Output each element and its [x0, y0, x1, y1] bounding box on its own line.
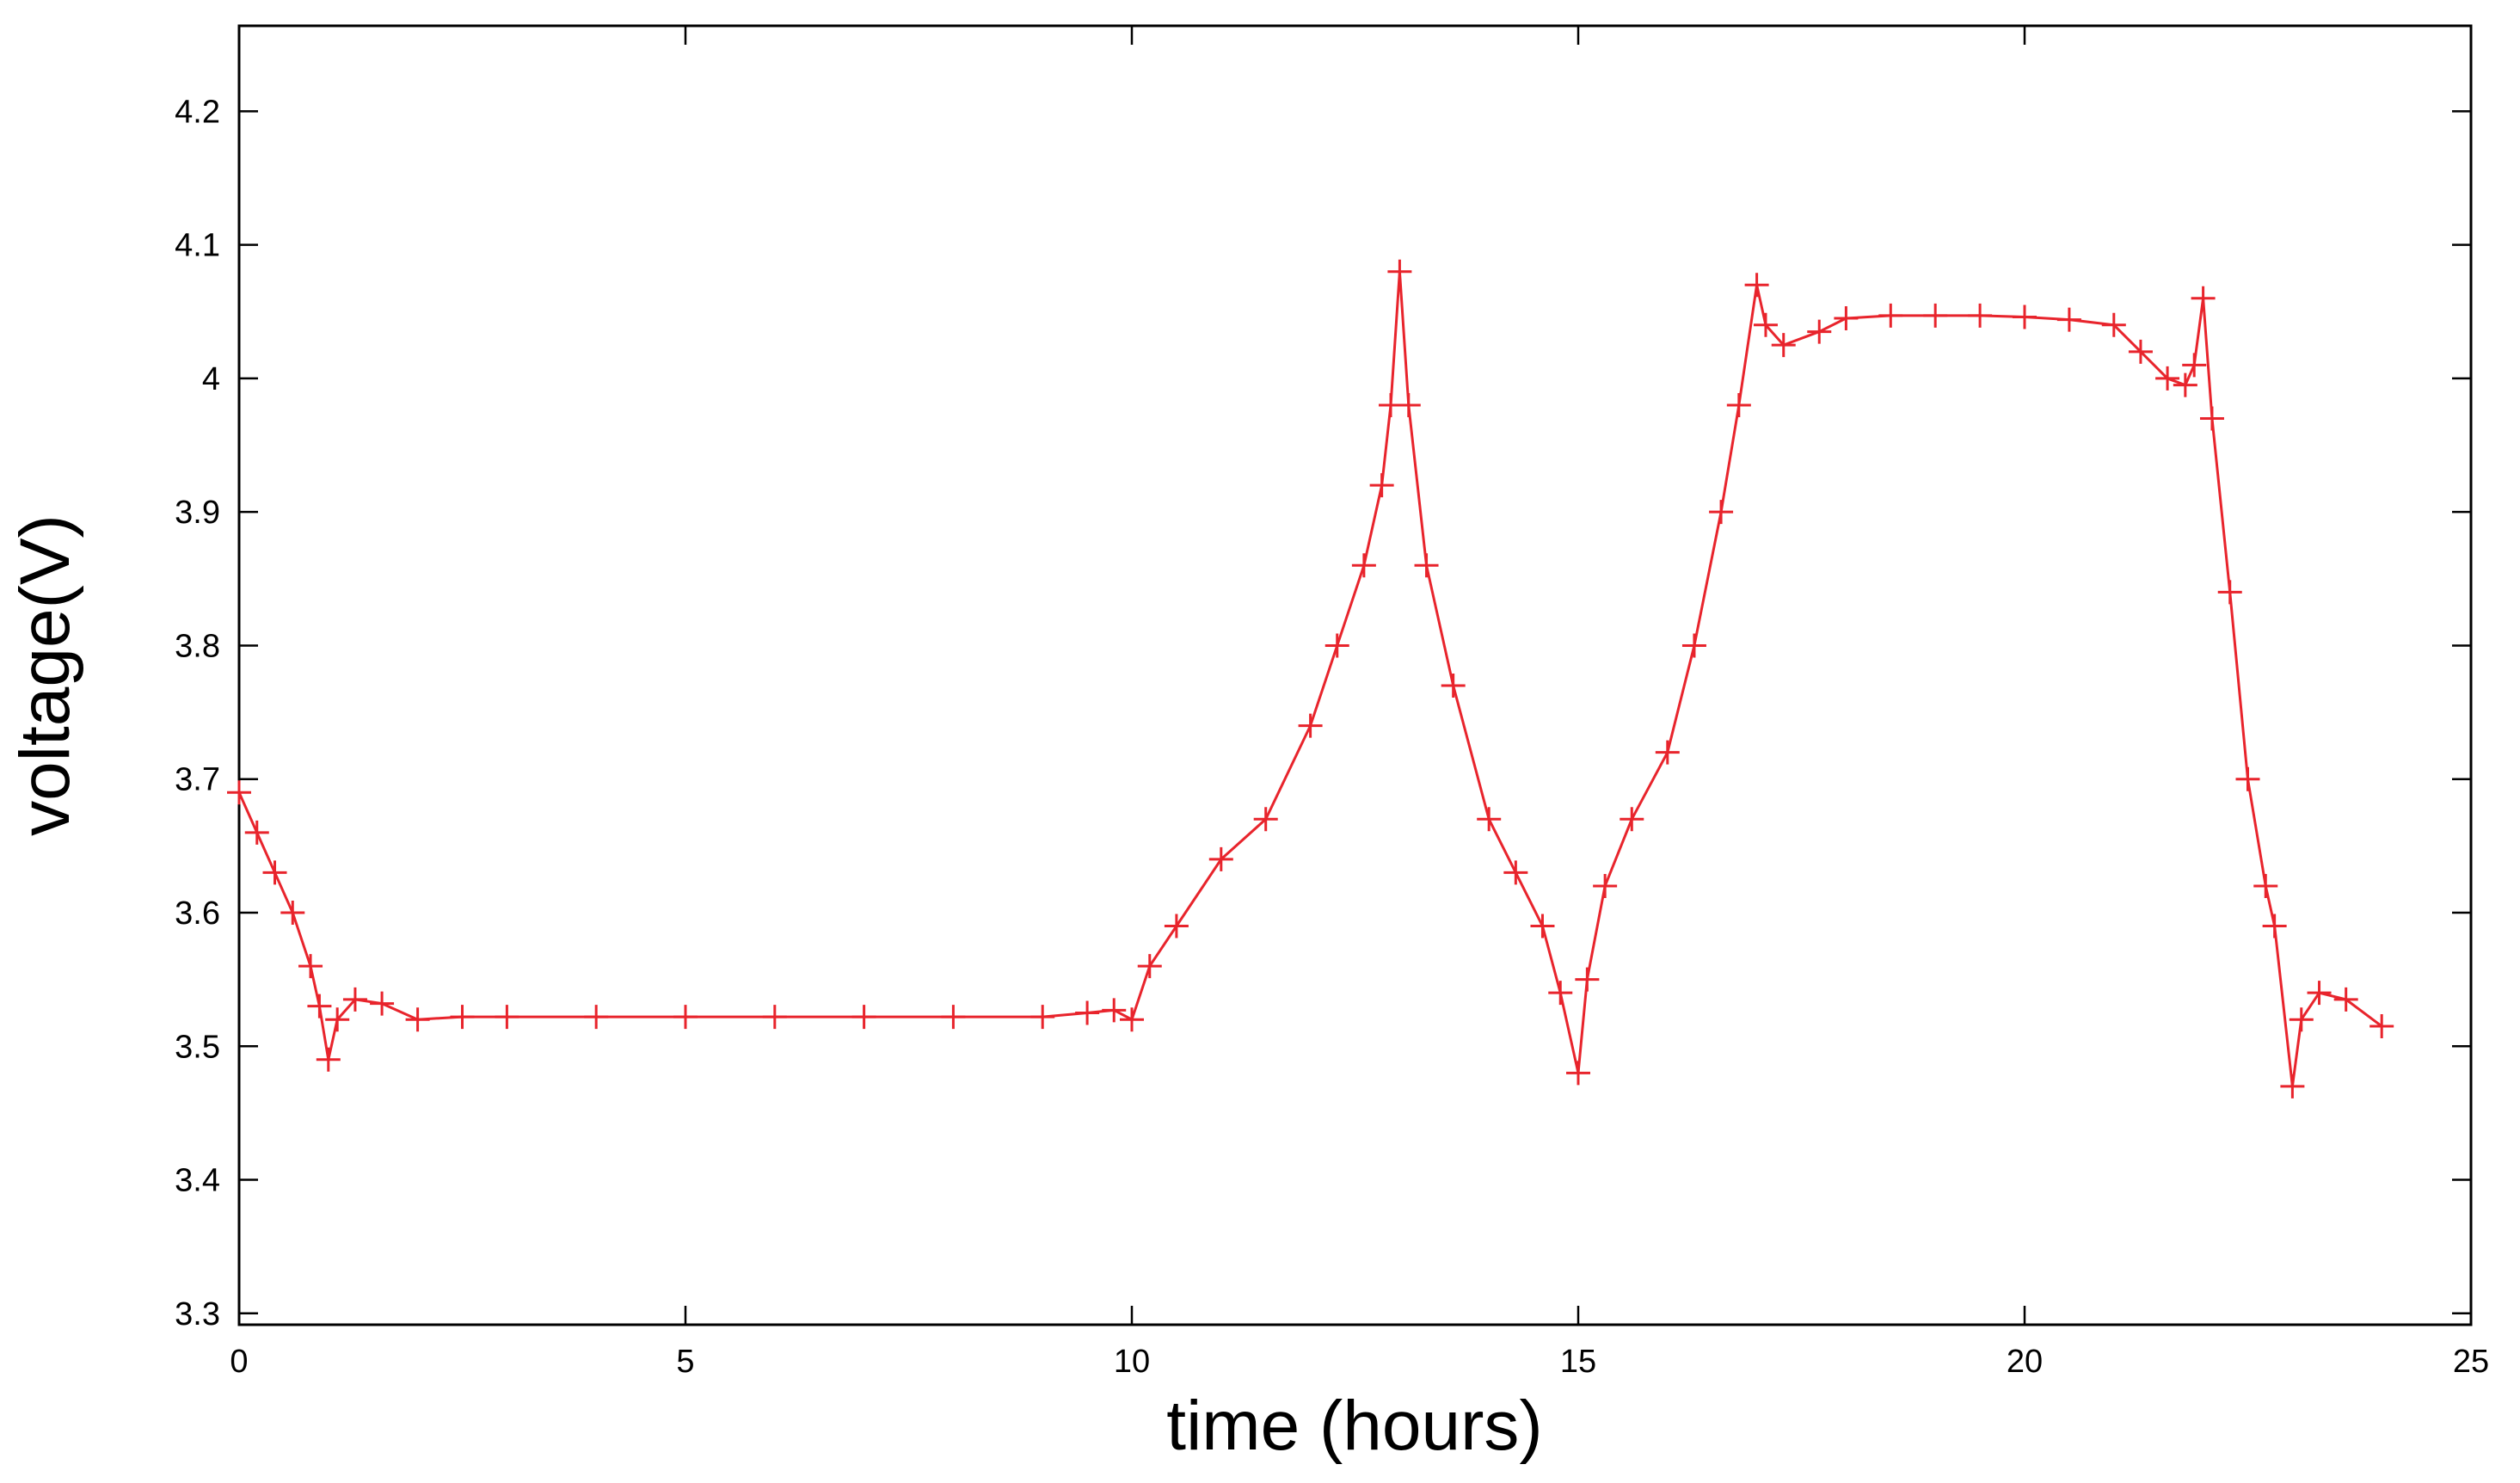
data-point — [1075, 1000, 1100, 1025]
y-tick-label: 3.4 — [175, 1163, 220, 1199]
y-tick-label: 3.8 — [175, 628, 220, 664]
data-point — [1968, 303, 1993, 328]
data-point — [307, 994, 332, 1018]
data-point — [2182, 353, 2207, 378]
data-point — [2056, 307, 2081, 332]
data-point — [298, 954, 323, 979]
data-point — [1351, 553, 1376, 578]
data-point — [1137, 954, 1162, 979]
data-point — [673, 1005, 698, 1030]
data-point — [325, 1007, 350, 1032]
data-point — [2333, 987, 2358, 1012]
data-point — [1771, 333, 1796, 358]
data-point — [1575, 967, 1600, 992]
y-tick-label: 4.1 — [175, 228, 220, 264]
data-point — [1593, 873, 1618, 898]
x-tick-label: 10 — [1114, 1344, 1150, 1380]
data-point — [2128, 339, 2153, 364]
data-point — [1655, 740, 1680, 765]
data-point — [1753, 312, 1778, 337]
data-point — [280, 900, 305, 925]
data-point — [1834, 306, 1859, 331]
data-point — [2217, 580, 2242, 605]
y-tick-label: 3.9 — [175, 495, 220, 531]
data-point — [2289, 1007, 2314, 1032]
data-point — [495, 1005, 519, 1030]
data-point — [2101, 312, 2126, 337]
data-point — [1369, 473, 1394, 498]
x-tick-label: 25 — [2453, 1344, 2489, 1380]
data-point — [1164, 914, 1189, 938]
data-point — [1878, 303, 1903, 328]
data-point — [2262, 914, 2287, 938]
data-point — [405, 1007, 430, 1032]
data-point — [2369, 1013, 2394, 1038]
data-point — [1566, 1061, 1590, 1086]
data-point — [1325, 633, 1349, 658]
data-point — [851, 1005, 876, 1030]
data-point — [450, 1005, 475, 1030]
data-point — [342, 987, 367, 1012]
y-tick-label: 3.3 — [175, 1296, 220, 1332]
data-point — [584, 1005, 609, 1030]
data-point — [1726, 392, 1751, 417]
data-point — [1620, 807, 1644, 832]
y-axis-label: voltage(V) — [6, 514, 84, 836]
data-point — [1530, 914, 1555, 938]
data-point — [1709, 500, 1734, 525]
data-point — [1477, 807, 1502, 832]
data-point — [1120, 1007, 1144, 1032]
data-point — [1807, 319, 1832, 344]
data-point — [2235, 766, 2260, 791]
data-point — [316, 1047, 341, 1072]
data-point — [1253, 807, 1278, 832]
x-tick-label: 0 — [230, 1344, 248, 1380]
data-point — [2253, 873, 2278, 898]
data-point — [370, 991, 395, 1016]
data-point — [2173, 372, 2197, 397]
data-point — [2307, 981, 2332, 1006]
data-point — [1548, 981, 1573, 1006]
data-point — [1208, 846, 1233, 871]
data-point — [1681, 633, 1706, 658]
y-tick-label: 3.7 — [175, 762, 220, 798]
data-point — [1414, 553, 1439, 578]
y-tick-label: 3.5 — [175, 1029, 220, 1065]
data-point — [1387, 259, 1412, 284]
y-tick-label: 3.6 — [175, 895, 220, 932]
data-point — [1030, 1005, 1055, 1030]
data-point — [1503, 860, 1528, 885]
x-tick-label: 15 — [1560, 1344, 1596, 1380]
x-axis-label: time (hours) — [1166, 1387, 1542, 1465]
y-tick-label: 4 — [202, 361, 220, 397]
x-tick-label: 20 — [2007, 1344, 2043, 1380]
data-line — [237, 271, 2383, 1087]
data-point — [1923, 303, 1948, 328]
data-point — [941, 1005, 966, 1030]
data-point — [1298, 713, 1323, 738]
data-point — [262, 860, 287, 885]
data-point — [244, 820, 269, 845]
data-point — [2155, 366, 2180, 391]
data-point — [2280, 1074, 2305, 1098]
data-point — [2191, 286, 2216, 311]
data-point — [1744, 273, 1769, 298]
y-tick-label: 4.2 — [175, 94, 220, 130]
data-point — [2199, 406, 2224, 431]
x-tick-label: 5 — [676, 1344, 694, 1380]
data-point — [1396, 392, 1421, 417]
data-point — [227, 780, 251, 805]
data-point — [1441, 674, 1466, 698]
data-point — [2013, 305, 2037, 329]
data-point — [762, 1005, 787, 1030]
data-point — [1102, 998, 1127, 1023]
plot-frame — [237, 24, 2473, 1326]
